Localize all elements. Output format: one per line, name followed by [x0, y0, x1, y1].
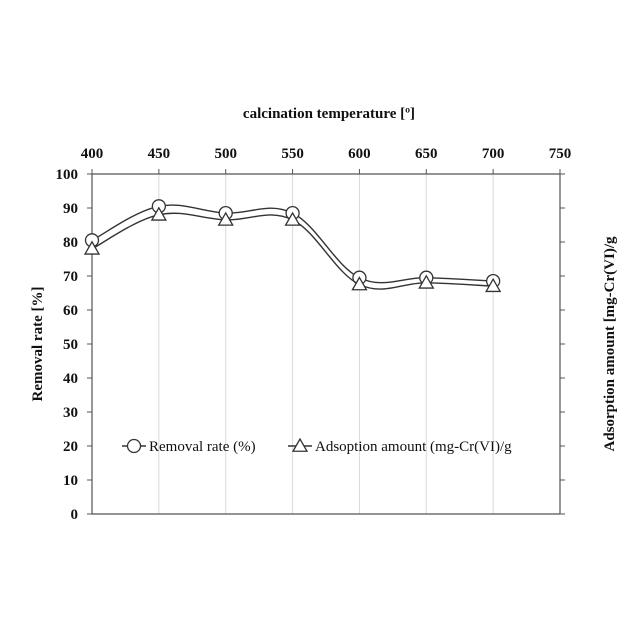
y-tick-label: 10 — [63, 473, 78, 489]
y-tick-label: 40 — [63, 371, 78, 387]
x-tick-label: 700 — [482, 146, 505, 162]
x-tick-label: 500 — [214, 146, 237, 162]
y-tick-label: 100 — [56, 167, 79, 183]
y-tick-label: 90 — [63, 201, 78, 217]
legend: Removal rate (%) Adsoption amount (mg-Cr(… — [122, 439, 512, 455]
y-tick-label: 60 — [63, 303, 78, 319]
x-tick-label: 400 — [81, 146, 104, 162]
x-tick-label: 750 — [549, 146, 572, 162]
x-axis-title: calcination temperature [º] — [243, 106, 415, 122]
y-tick-label: 0 — [71, 507, 79, 523]
x-tick-label: 650 — [415, 146, 438, 162]
x-tick-label: 550 — [281, 146, 304, 162]
legend-label-adsorption-amount: Adsoption amount (mg-Cr(VI)/g — [315, 439, 512, 455]
y-axis-title: Removal rate [%] — [30, 287, 46, 402]
y2-axis-title: Adsorption amount [mg-Cr(VI)/g — [602, 236, 618, 451]
axis-layer: 400 450 500 550 600 650 700 750 0 10 20 30 40 50 60 70 8… — [56, 146, 572, 523]
y-tick-label: 30 — [63, 405, 78, 421]
legend-label-removal-rate: Removal rate (%) — [149, 439, 256, 455]
grid-layer — [159, 174, 493, 514]
y-tick-label: 70 — [63, 269, 78, 285]
x-tick-label: 450 — [148, 146, 171, 162]
x-tick-label: 600 — [348, 146, 371, 162]
legend-marker-adsorption-amount — [293, 439, 307, 451]
y-tick-label: 80 — [63, 235, 78, 251]
y-tick-label: 20 — [63, 439, 78, 455]
legend-marker-removal-rate — [128, 440, 141, 453]
y-tick-label: 50 — [63, 337, 78, 353]
